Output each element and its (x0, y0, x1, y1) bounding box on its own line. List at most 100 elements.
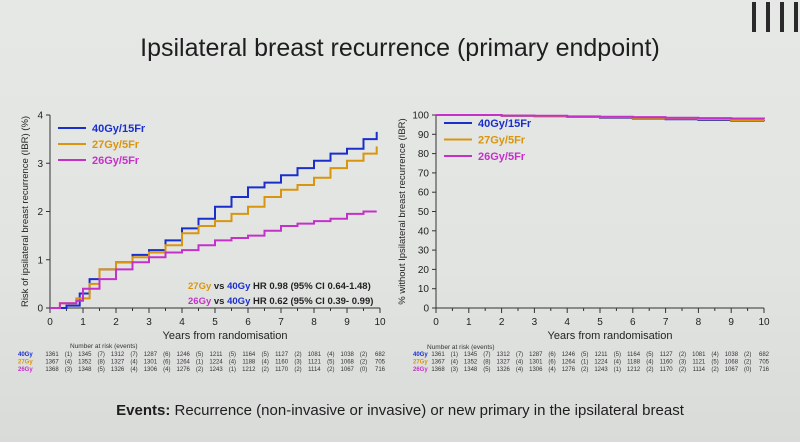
risk-cell: (5) (614, 352, 621, 358)
risk-cell: 1306 (144, 367, 158, 373)
risk-cell: 1160 (660, 360, 674, 366)
risk-row-label-27Gy: 27Gy (413, 360, 428, 366)
risk-cell: (5) (646, 352, 653, 358)
y-axis-label: % without Ipsilateral breast recurrence … (397, 118, 408, 304)
risk-cell: 1264 (562, 360, 576, 366)
risk-cell: (6) (548, 352, 555, 358)
risk-cell: 1276 (562, 367, 576, 373)
risk-row-label-40Gy: 40Gy (18, 352, 33, 358)
y-tick-label: 100 (412, 111, 429, 122)
decorative-bar (780, 2, 784, 32)
risk-cell: 1368 (45, 367, 59, 373)
risk-row-label-26Gy: 26Gy (413, 367, 428, 373)
x-tick-label: 5 (597, 317, 603, 328)
y-tick-label: 0 (37, 304, 43, 315)
risk-cell: 1068 (725, 360, 739, 366)
risk-cell: (7) (98, 352, 105, 358)
risk-cell: 1327 (111, 360, 125, 366)
risk-cell: (3) (451, 367, 458, 373)
risk-cell: 1081 (692, 352, 706, 358)
risk-cell: 1367 (45, 360, 59, 366)
y-tick-label: 4 (37, 111, 43, 122)
risk-cell: (5) (327, 360, 334, 366)
risk-cell: (2) (744, 352, 751, 358)
risk-cell: 1211 (595, 352, 609, 358)
risk-cell: 682 (375, 352, 386, 358)
risk-cell: (0) (360, 367, 367, 373)
risk-cell: 1121 (692, 360, 706, 366)
x-tick-label: 3 (146, 317, 152, 328)
y-axis-label: Risk of ipsilateral breast recurrence (I… (20, 116, 31, 307)
risk-cell: 1121 (308, 360, 322, 366)
risk-cell: 1114 (308, 367, 321, 373)
x-tick-label: 1 (466, 317, 472, 328)
risk-cell: (5) (262, 352, 269, 358)
risk-cell: 705 (759, 360, 770, 366)
risk-cell: 1038 (725, 352, 739, 358)
risk-cell: (4) (516, 360, 523, 366)
risk-cell: 1348 (78, 367, 92, 373)
annotation-part: HR 0.98 (95% CI 0.64-1.48) (250, 281, 370, 292)
risk-cell: 1367 (431, 360, 445, 366)
x-tick-label: 10 (758, 317, 770, 328)
risk-cell: (8) (483, 360, 490, 366)
risk-table-header: Number at risk (events) (427, 344, 495, 351)
risk-cell: (2) (711, 367, 718, 373)
annotation-part: vs (211, 296, 227, 307)
risk-cell: 1352 (464, 360, 478, 366)
risk-cell: (4) (327, 352, 334, 358)
risk-cell: 1067 (341, 367, 355, 373)
risk-cell: 1361 (431, 352, 445, 358)
risk-cell: (4) (262, 360, 269, 366)
risk-row-label-27Gy: 27Gy (18, 360, 33, 366)
footer-text: Recurrence (non-invasive or invasive) or… (170, 402, 684, 419)
annotation-part: HR 0.62 (95% CI 0.39- 0.99) (250, 296, 373, 307)
risk-cell: 1164 (627, 352, 641, 358)
risk-cell: 1212 (242, 367, 256, 373)
risk-cell: 1301 (529, 360, 543, 366)
risk-cell: (2) (679, 367, 686, 373)
x-tick-label: 8 (311, 317, 317, 328)
risk-cell: (4) (65, 360, 72, 366)
y-tick-label: 40 (418, 226, 430, 237)
legend-label-27Gy: 27Gy/5Fr (92, 139, 140, 151)
footer-note: Events: Recurrence (non-invasive or inva… (0, 402, 800, 419)
risk-cell: (5) (711, 360, 718, 366)
risk-cell: (4) (516, 367, 523, 373)
slide-title: Ipsilateral breast recurrence (primary e… (140, 34, 660, 62)
risk-cell: 1243 (209, 367, 223, 373)
risk-cell: 1287 (529, 352, 543, 358)
risk-cell: (4) (451, 360, 458, 366)
risk-cell: (3) (65, 367, 72, 373)
risk-cell: (2) (581, 367, 588, 373)
risk-cell: 1170 (275, 367, 289, 373)
y-tick-label: 60 (418, 188, 430, 199)
x-tick-label: 0 (47, 317, 53, 328)
risk-cell: (4) (646, 360, 653, 366)
decorative-bar (794, 2, 798, 32)
risk-cell: 1326 (111, 367, 125, 373)
x-tick-label: 3 (532, 317, 538, 328)
x-tick-label: 4 (179, 317, 185, 328)
legend-label-40Gy: 40Gy/15Fr (478, 118, 532, 130)
risk-cell: (4) (163, 367, 170, 373)
risk-cell: (7) (483, 352, 490, 358)
y-tick-label: 2 (37, 207, 43, 218)
x-tick-label: 7 (663, 317, 669, 328)
risk-cell: (2) (360, 352, 367, 358)
annotation-part: vs (211, 281, 227, 292)
risk-cell: (2) (196, 367, 203, 373)
risk-cell: 1306 (529, 367, 543, 373)
risk-cell: (4) (614, 360, 621, 366)
risk-cell: (4) (130, 367, 137, 373)
x-tick-label: 0 (433, 317, 439, 328)
risk-cell: 1188 (627, 360, 641, 366)
risk-cell: (1) (614, 367, 621, 373)
legend-label-27Gy: 27Gy/5Fr (478, 135, 526, 147)
series-line-26Gy (50, 210, 377, 309)
risk-cell: 1067 (725, 367, 739, 373)
risk-cell: (2) (294, 352, 301, 358)
risk-cell: (4) (229, 360, 236, 366)
